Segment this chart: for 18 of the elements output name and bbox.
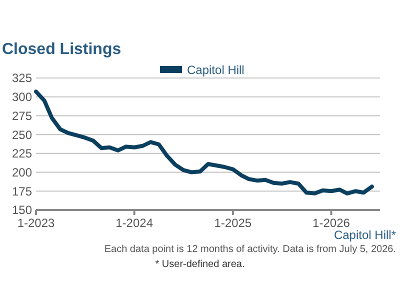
- y-tick-label: 325: [12, 71, 32, 86]
- x-tick-label: 1-2025: [214, 216, 252, 230]
- text: Capitol Hill*: [334, 228, 396, 242]
- x-tick-label: 1-2026: [312, 216, 350, 230]
- y-tick-label: 175: [12, 184, 32, 198]
- y-tick-label: 250: [12, 128, 32, 142]
- y-tick-label: 225: [12, 146, 32, 161]
- x-tick-label: 1-2024: [116, 216, 154, 230]
- y-tick-label: 150: [12, 203, 32, 218]
- legend-label: Capitol Hill: [187, 63, 244, 78]
- chart-title: Closed Listings: [2, 41, 122, 58]
- x-tick-label: 1-2023: [17, 216, 56, 230]
- text: Each data point is 12 months of activity. Data is from July 5, 2026.: [104, 244, 396, 255]
- y-tick-label: 200: [12, 165, 32, 180]
- y-tick-label: 300: [12, 90, 32, 104]
- line-series: [34, 90, 374, 196]
- y-tick-label: 275: [12, 108, 32, 123]
- text: * User-defined area.: [155, 259, 245, 270]
